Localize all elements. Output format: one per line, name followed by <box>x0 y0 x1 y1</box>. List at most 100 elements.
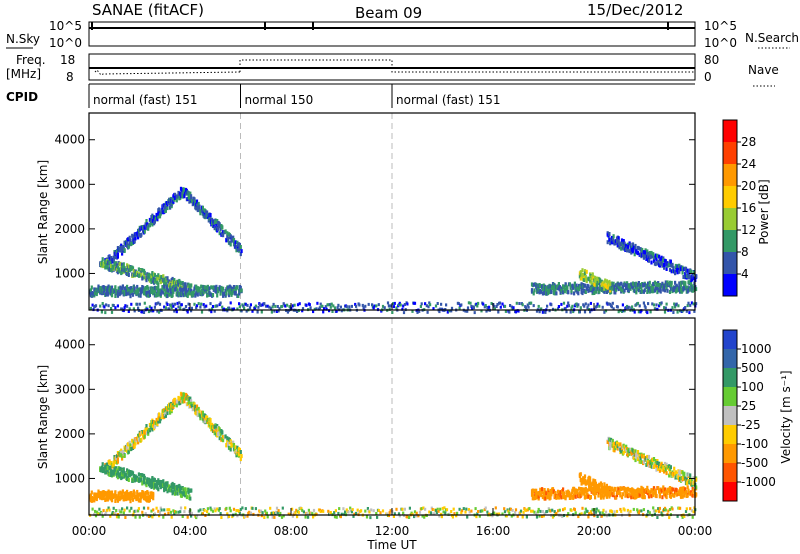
echo-cell <box>291 304 294 308</box>
echo-cell <box>162 515 165 519</box>
range-tick-label: 2000 <box>54 222 85 236</box>
echo-cell <box>279 511 282 515</box>
echo-cell <box>89 493 92 498</box>
echo-cell <box>637 511 640 515</box>
echo-cell <box>627 288 630 293</box>
echo-cell <box>287 512 290 516</box>
echo-cell <box>493 511 496 515</box>
echo-cell <box>164 282 167 287</box>
echo-cell <box>158 210 161 215</box>
colorbar-swatch <box>723 387 737 406</box>
echo-cell <box>649 310 652 314</box>
echo-cell <box>329 305 332 309</box>
echo-cell <box>271 305 274 309</box>
echo-cell <box>209 216 212 221</box>
echo-cell <box>195 304 199 308</box>
echo-cell <box>375 304 378 308</box>
echo-cell <box>564 282 567 287</box>
echo-cell <box>547 507 550 511</box>
echo-cell <box>604 485 607 490</box>
echo-cell <box>481 509 484 513</box>
cpid-segment-label: normal 150 <box>245 93 314 107</box>
echo-cell <box>644 248 647 253</box>
nave-tick-low: 0 <box>704 70 712 84</box>
colorbar-swatch <box>723 230 737 252</box>
echo-cell <box>569 284 572 289</box>
echo-cell <box>647 302 650 306</box>
echo-cell <box>557 490 560 495</box>
echo-cell <box>182 292 185 297</box>
echo-cell <box>301 307 305 311</box>
echo-cell <box>663 284 666 288</box>
echo-cell <box>104 260 107 265</box>
echo-cell <box>399 303 402 307</box>
echo-cell <box>344 510 347 514</box>
echo-cell <box>175 310 178 314</box>
echo-cell <box>613 510 616 514</box>
echo-cell <box>319 302 322 306</box>
colorbar-swatch <box>723 208 737 230</box>
echo-cell <box>350 304 353 308</box>
echo-cell <box>160 480 163 484</box>
echo-cell <box>493 304 496 308</box>
echo-cell <box>232 289 235 294</box>
echo-cell <box>684 490 688 495</box>
colorbar-swatch <box>723 274 737 296</box>
echo-cell <box>126 240 129 245</box>
echo-cell <box>538 492 541 497</box>
echo-cell <box>655 493 658 498</box>
echo-cell <box>203 416 206 421</box>
echo-cell <box>147 310 151 314</box>
colorbar-swatch <box>723 482 737 501</box>
echo-cell <box>196 286 199 291</box>
echo-cell <box>331 310 334 313</box>
echo-cell <box>458 306 461 310</box>
echo-cell <box>217 508 220 512</box>
echo-cell <box>636 287 639 291</box>
echo-cell <box>587 288 590 293</box>
echo-cell <box>181 290 184 295</box>
echo-cell <box>671 262 674 267</box>
echo-cell <box>200 302 203 306</box>
time-tick-label: 12:00 <box>375 524 410 538</box>
echo-cell <box>254 306 257 310</box>
echo-cell <box>225 443 228 448</box>
echo-cell <box>530 289 534 294</box>
echo-cell <box>309 306 312 310</box>
echo-cell <box>170 283 173 288</box>
echo-cell <box>664 306 667 310</box>
echo-cell <box>102 261 105 266</box>
echo-cell <box>631 285 635 290</box>
echo-cell <box>195 306 198 310</box>
echo-cell <box>510 305 513 309</box>
echo-cell <box>453 512 456 516</box>
echo-cell <box>652 457 656 461</box>
echo-feature <box>530 280 698 296</box>
echo-cell <box>598 304 601 308</box>
echo-cell <box>218 231 221 236</box>
echo-cell <box>354 302 357 306</box>
echo-cell <box>137 509 140 513</box>
freq-label-2: [MHz] <box>6 67 41 81</box>
echo-cell <box>205 289 208 294</box>
echo-cell <box>480 309 483 313</box>
echo-cell <box>240 249 243 254</box>
echo-cell <box>254 507 257 511</box>
echo-cell <box>166 276 169 281</box>
echo-cell <box>155 302 158 306</box>
echo-cell <box>108 472 111 477</box>
echo-cell <box>183 307 186 311</box>
echo-feature <box>606 436 698 490</box>
echo-cell <box>166 483 169 488</box>
echo-cell <box>659 286 662 291</box>
echo-cell <box>209 506 212 510</box>
echo-cell <box>238 305 241 309</box>
echo-cell <box>661 282 664 287</box>
echo-cell <box>138 302 141 306</box>
echo-cell <box>174 286 178 291</box>
echo-cell <box>567 290 570 295</box>
echo-cell <box>540 307 543 311</box>
echo-cell <box>239 285 242 290</box>
echo-cell <box>121 489 124 494</box>
echo-cell <box>558 287 561 292</box>
